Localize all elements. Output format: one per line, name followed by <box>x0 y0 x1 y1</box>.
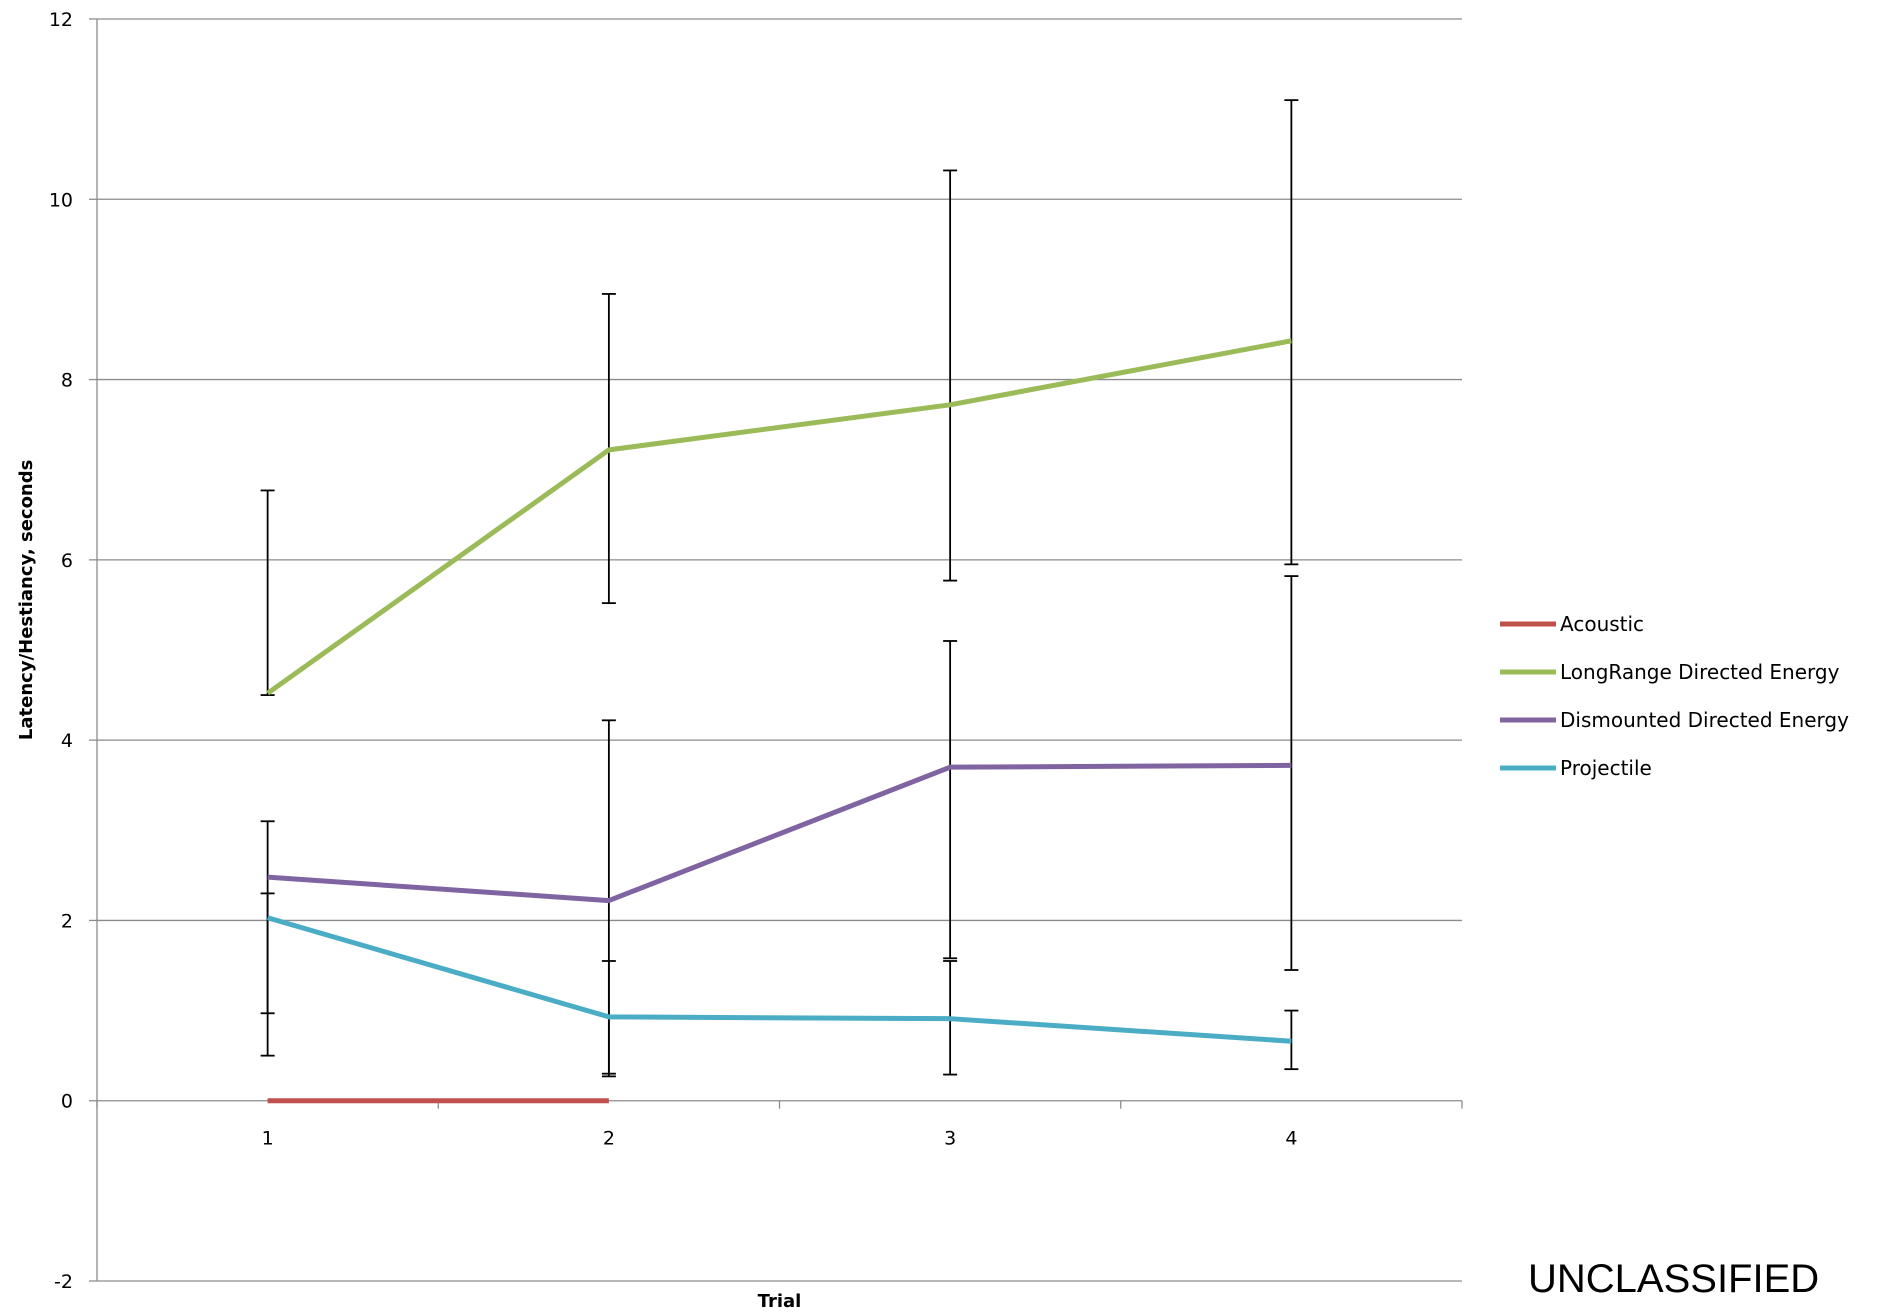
series-line-dismounted-directed-energy <box>267 762 1292 904</box>
y-tick-label-8: 8 <box>61 370 73 392</box>
y-axis-title: Latency/Hestiancy, seconds <box>16 460 37 740</box>
series-line-projectile <box>266 915 1292 1044</box>
legend-label-dismounted-directed-energy: Dismounted Directed Energy <box>1560 708 1849 732</box>
x-axis-title: Trial <box>758 1291 802 1312</box>
legend-label-acoustic: Acoustic <box>1560 612 1644 636</box>
y-tick-label-0: 0 <box>61 1091 73 1113</box>
x-tick-label-3: 3 <box>944 1128 956 1150</box>
axes <box>96 19 1462 1281</box>
y-tick-label-12: 12 <box>49 9 73 31</box>
legend-label-projectile: Projectile <box>1560 756 1652 780</box>
y-tick-label--2: -2 <box>54 1271 73 1293</box>
legend-label-longrange-directed-energy: LongRange Directed Energy <box>1560 660 1840 684</box>
x-tick-label-1: 1 <box>262 1128 274 1150</box>
y-tick-label-6: 6 <box>61 550 73 572</box>
legend: Acoustic LongRange Directed Energy Dismoun… <box>1500 612 1849 780</box>
y-tick-label-2: 2 <box>61 910 73 932</box>
series-lines <box>266 338 1292 1104</box>
x-axis-ticks: 1 2 3 4 <box>96 1100 1463 1150</box>
x-tick-label-2: 2 <box>603 1128 615 1150</box>
series-line-longrange-directed-energy <box>266 338 1292 696</box>
classification-label: UNCLASSIFIED <box>1528 1257 1819 1301</box>
y-tick-label-10: 10 <box>49 189 73 211</box>
y-tick-label-4: 4 <box>61 730 73 752</box>
x-tick-label-4: 4 <box>1285 1128 1297 1150</box>
grid-lines <box>97 18 1462 1282</box>
y-axis-ticks: -2 0 2 4 6 8 10 12 <box>49 9 97 1293</box>
